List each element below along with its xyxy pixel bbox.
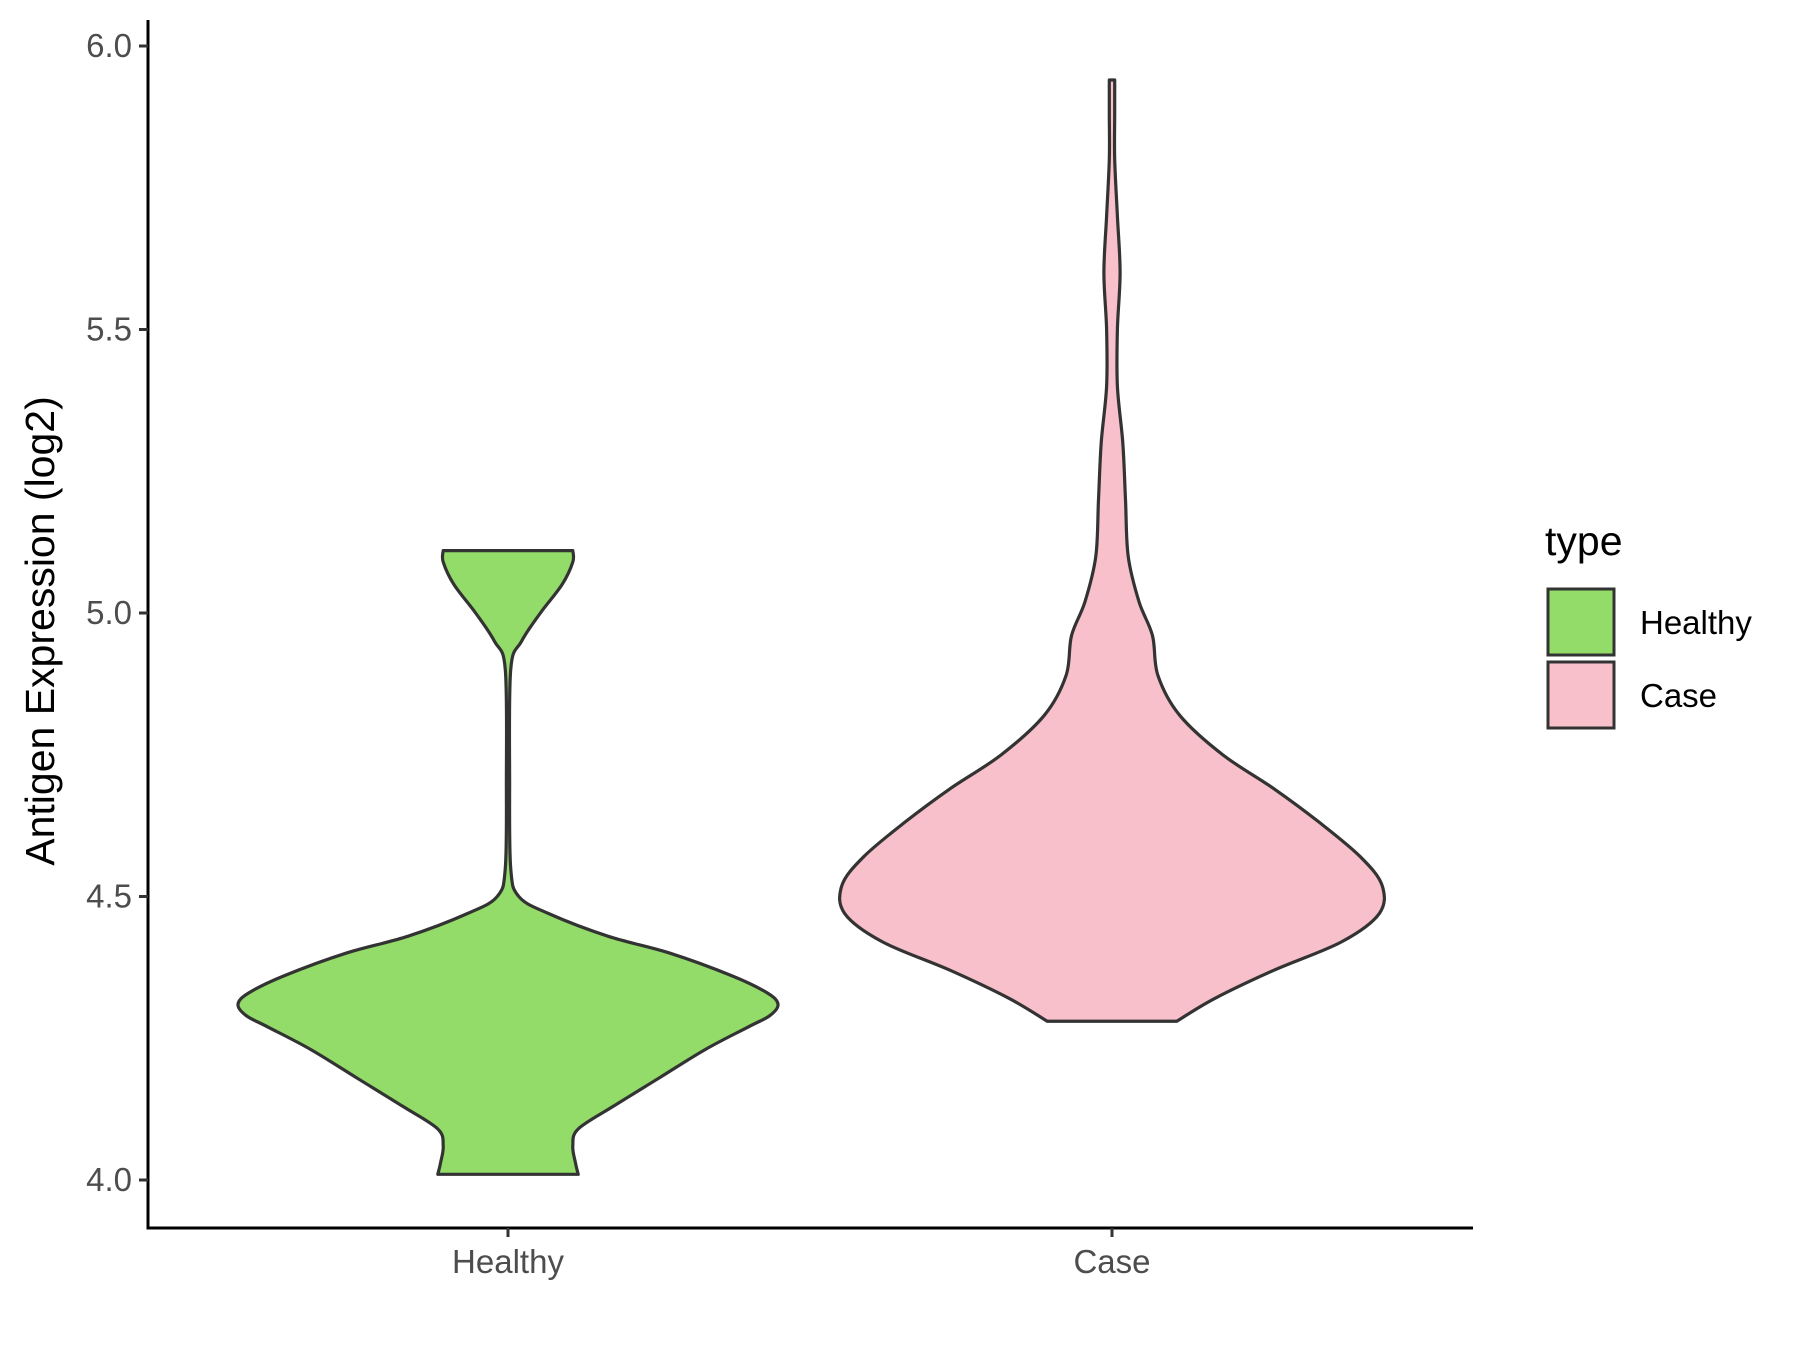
y-tick-label: 4.0 [86,1161,132,1198]
legend-title: type [1545,518,1623,564]
violin-layer [236,78,1386,1176]
x-axis-ticks: Healthy Case [452,1228,1151,1280]
violin-case [838,78,1386,1023]
x-tick-label: Healthy [452,1243,564,1280]
legend-label: Case [1640,677,1717,714]
y-tick-label: 6.0 [86,27,132,64]
y-axis-ticks: 4.0 4.5 5.0 5.5 6.0 [86,27,148,1198]
y-tick-label: 4.5 [86,878,132,915]
legend-key-case [1546,660,1616,730]
y-axis-title: Antigen Expression (log2) [17,396,63,865]
x-tick-label: Case [1073,1243,1150,1280]
legend: type Healthy Case [1545,518,1752,730]
violin-healthy [236,549,780,1176]
legend-items: Healthy Case [1546,587,1752,730]
y-tick-label: 5.5 [86,311,132,348]
y-tick-label: 5.0 [86,594,132,631]
legend-label: Healthy [1640,604,1752,641]
legend-key-healthy [1546,587,1616,657]
